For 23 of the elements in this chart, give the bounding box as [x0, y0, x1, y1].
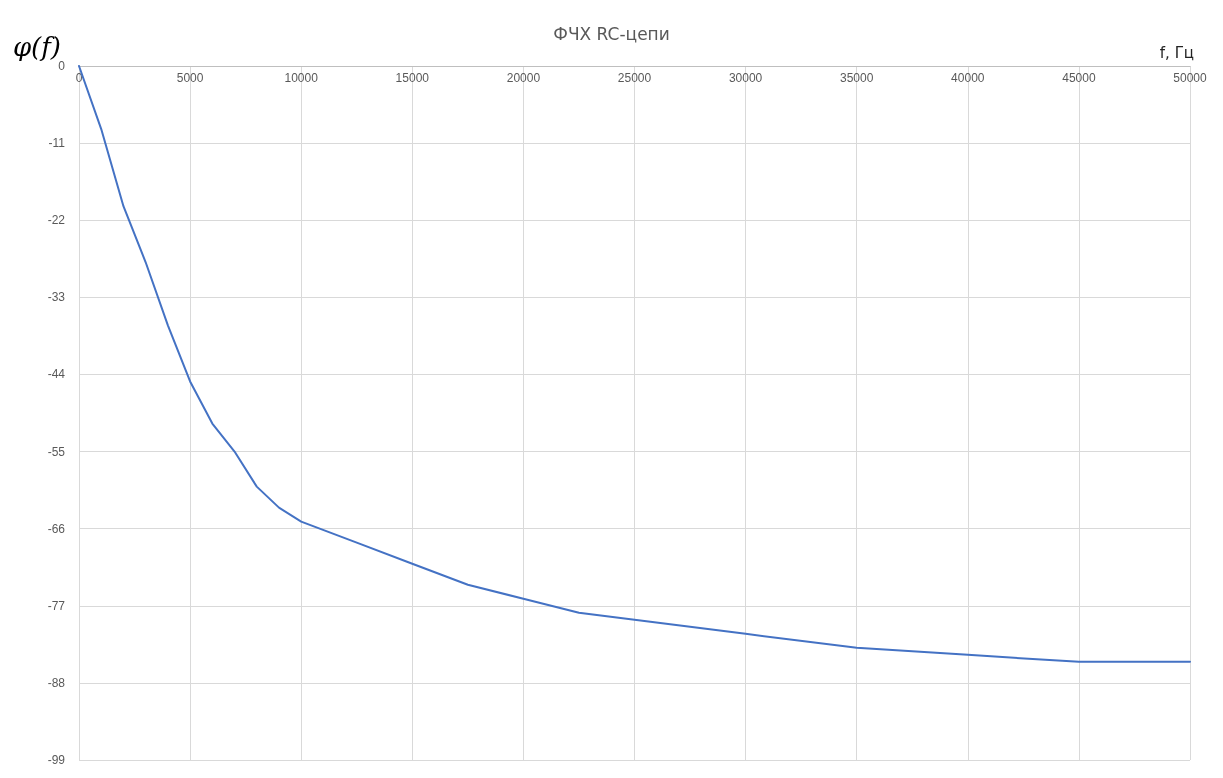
x-tick-label: 30000	[728, 71, 763, 85]
y-tick-label: 0	[58, 59, 66, 73]
y-tick-label: -11	[48, 136, 66, 151]
y-tick-label: -88	[47, 675, 66, 690]
x-tick-label: 5000	[176, 71, 204, 85]
y-tick-label: -44	[47, 367, 66, 382]
x-tick-label: 20000	[506, 71, 541, 85]
chart-title: ФЧХ RC-цепи	[553, 23, 670, 44]
x-tick-label: 25000	[617, 71, 652, 85]
x-tick-label: 40000	[951, 71, 985, 85]
y-tick-label: -99	[47, 753, 66, 767]
x-tick-label: 0	[75, 71, 83, 85]
x-tick-label: 50000	[1173, 71, 1208, 85]
y-tick-label: -55	[47, 444, 66, 459]
x-tick-label: 35000	[840, 71, 874, 85]
x-tick-label: 45000	[1062, 71, 1096, 85]
x-tick-label: 10000	[284, 71, 319, 85]
y-tick-label: -66	[47, 521, 66, 536]
x-axis-title: f, Гц	[1159, 43, 1194, 62]
x-tick-label: 15000	[395, 71, 430, 85]
y-tick-label: -33	[47, 290, 66, 305]
y-tick-label: -22	[47, 213, 66, 228]
y-tick-label: -77	[47, 598, 66, 613]
